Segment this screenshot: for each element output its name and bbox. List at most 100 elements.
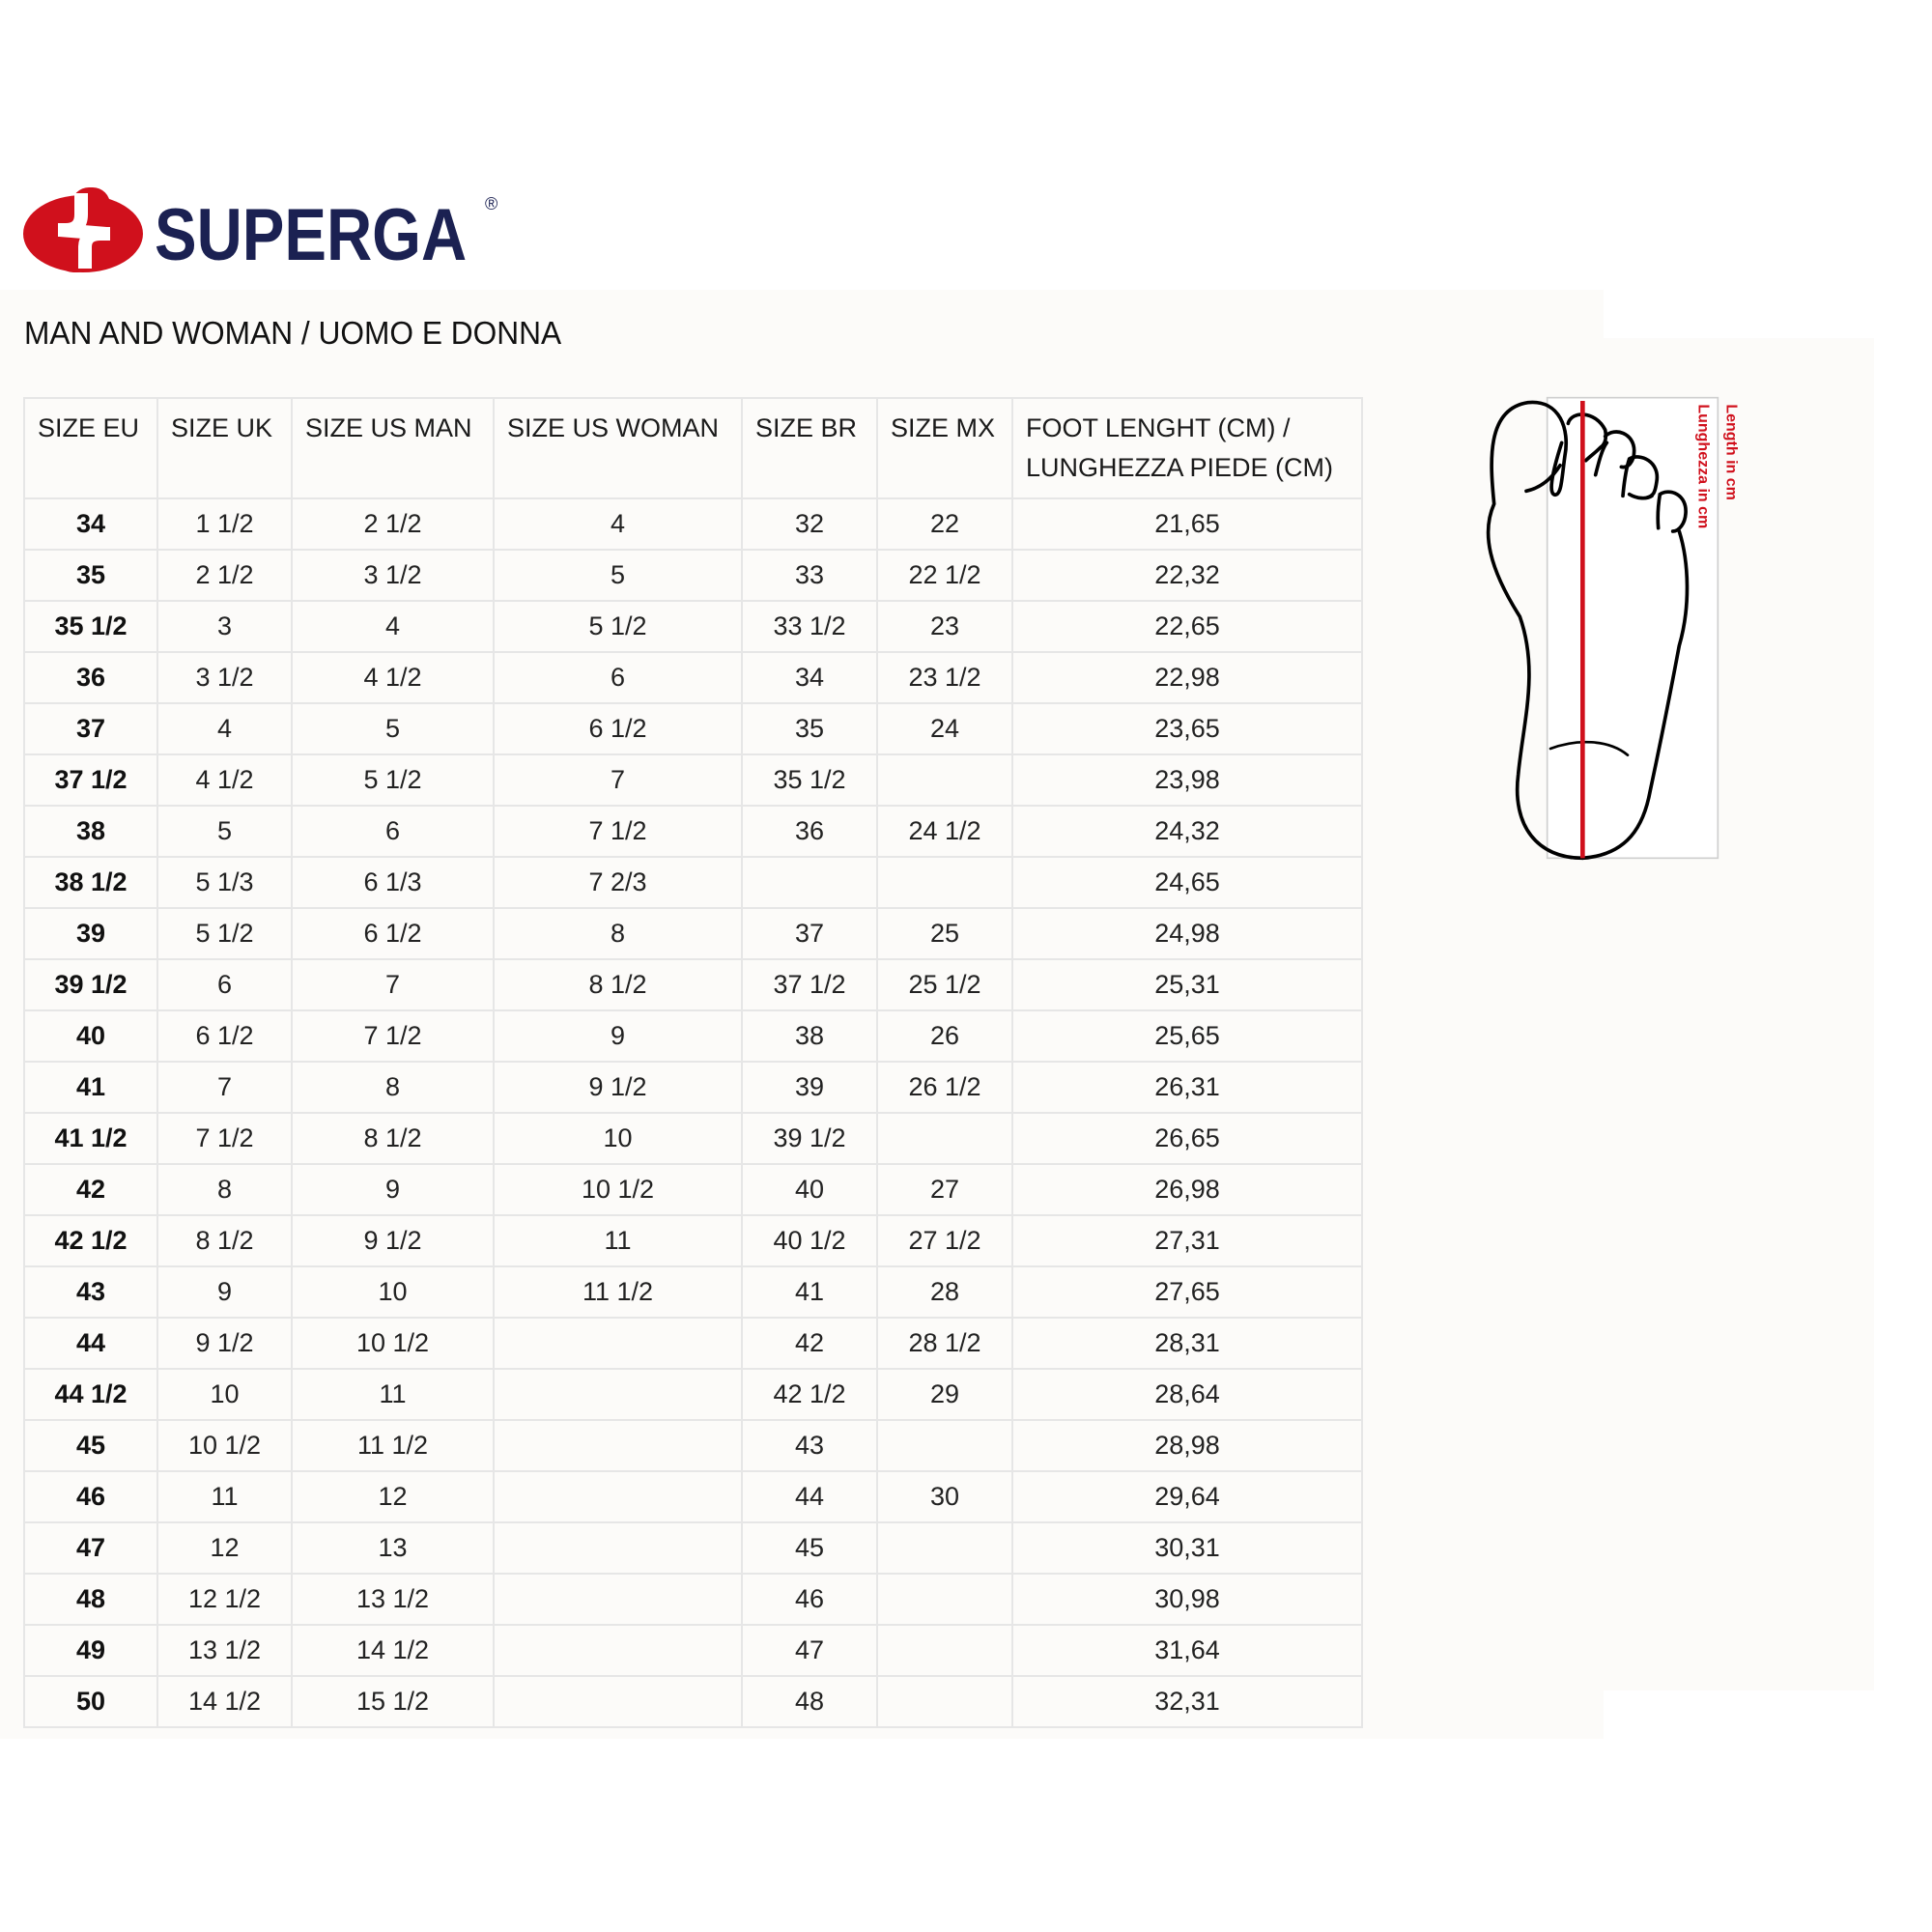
size-us-woman-cell: 7 2/3 <box>493 856 743 909</box>
table-row: 38 5 6 7 1/2 36 24 1/2 24,32 <box>23 805 1363 858</box>
size-us-man-cell: 5 <box>291 702 495 755</box>
size-eu-cell: 43 <box>23 1265 158 1319</box>
foot-length-cell: 31,64 <box>1011 1624 1363 1677</box>
size-br-cell: 46 <box>741 1573 878 1626</box>
size-us-woman-cell <box>493 1521 743 1575</box>
size-mx-cell: 22 1/2 <box>876 549 1013 602</box>
size-br-cell: 40 1/2 <box>741 1214 878 1267</box>
size-mx-cell: 27 1/2 <box>876 1214 1013 1267</box>
table-row: 46 11 12 44 30 29,64 <box>23 1470 1363 1523</box>
size-uk-cell: 10 1/2 <box>156 1419 293 1472</box>
size-mx-cell: 24 1/2 <box>876 805 1013 858</box>
size-br-cell: 39 1/2 <box>741 1112 878 1165</box>
foot-length-cell: 26,65 <box>1011 1112 1363 1165</box>
size-mx-cell: 29 <box>876 1368 1013 1421</box>
size-br-cell: 33 <box>741 549 878 602</box>
size-uk-cell: 8 1/2 <box>156 1214 293 1267</box>
size-eu-cell: 37 <box>23 702 158 755</box>
size-us-man-cell: 10 <box>291 1265 495 1319</box>
table-row: 36 3 1/2 4 1/2 6 34 23 1/2 22,98 <box>23 651 1363 704</box>
size-us-man-cell: 4 <box>291 600 495 653</box>
size-us-man-cell: 14 1/2 <box>291 1624 495 1677</box>
size-mx-cell: 22 <box>876 497 1013 551</box>
size-br-cell: 36 <box>741 805 878 858</box>
foot-length-cell: 23,65 <box>1011 702 1363 755</box>
table-row: 38 1/2 5 1/3 6 1/3 7 2/3 24,65 <box>23 856 1363 909</box>
size-eu-cell: 41 1/2 <box>23 1112 158 1165</box>
size-uk-cell: 10 <box>156 1368 293 1421</box>
size-us-woman-cell: 6 <box>493 651 743 704</box>
size-mx-cell: 28 <box>876 1265 1013 1319</box>
size-mx-cell: 30 <box>876 1470 1013 1523</box>
size-eu-cell: 35 <box>23 549 158 602</box>
foot-length-cell: 30,98 <box>1011 1573 1363 1626</box>
size-us-woman-cell: 5 <box>493 549 743 602</box>
size-us-woman-cell <box>493 1317 743 1370</box>
table-row: 43 9 10 11 1/2 41 28 27,65 <box>23 1265 1363 1319</box>
table-row: 34 1 1/2 2 1/2 4 32 22 21,65 <box>23 497 1363 551</box>
column-header: SIZE UK <box>156 397 293 499</box>
size-eu-cell: 35 1/2 <box>23 600 158 653</box>
table-row: 39 5 1/2 6 1/2 8 37 25 24,98 <box>23 907 1363 960</box>
table-row: 47 12 13 45 30,31 <box>23 1521 1363 1575</box>
size-us-woman-cell <box>493 1368 743 1421</box>
size-eu-cell: 40 <box>23 1009 158 1063</box>
size-uk-cell: 6 <box>156 958 293 1011</box>
size-mx-cell: 25 1/2 <box>876 958 1013 1011</box>
size-us-woman-cell <box>493 1624 743 1677</box>
size-us-man-cell: 7 <box>291 958 495 1011</box>
size-eu-cell: 44 <box>23 1317 158 1370</box>
size-br-cell: 39 <box>741 1061 878 1114</box>
size-us-woman-cell: 8 1/2 <box>493 958 743 1011</box>
table-row: 44 1/2 10 11 42 1/2 29 28,64 <box>23 1368 1363 1421</box>
size-mx-cell: 27 <box>876 1163 1013 1216</box>
table-row: 35 1/2 3 4 5 1/2 33 1/2 23 22,65 <box>23 600 1363 653</box>
foot-length-diagram: Length in cm Lunghezza in cm <box>1486 396 1740 861</box>
size-br-cell: 41 <box>741 1265 878 1319</box>
table-row: 39 1/2 6 7 8 1/2 37 1/2 25 1/2 25,31 <box>23 958 1363 1011</box>
size-uk-cell: 3 <box>156 600 293 653</box>
size-us-woman-cell: 5 1/2 <box>493 600 743 653</box>
size-mx-cell <box>876 753 1013 807</box>
size-eu-cell: 38 1/2 <box>23 856 158 909</box>
size-mx-cell: 24 <box>876 702 1013 755</box>
column-header: SIZE BR <box>741 397 878 499</box>
size-us-man-cell: 12 <box>291 1470 495 1523</box>
size-mx-cell <box>876 1624 1013 1677</box>
foot-length-cell: 26,98 <box>1011 1163 1363 1216</box>
table-row: 41 7 8 9 1/2 39 26 1/2 26,31 <box>23 1061 1363 1114</box>
brand-name: SUPERGA <box>155 194 468 276</box>
length-label-it: Lunghezza in cm <box>1694 404 1711 528</box>
size-mx-cell <box>876 1521 1013 1575</box>
size-br-cell: 35 1/2 <box>741 753 878 807</box>
size-us-woman-cell <box>493 1470 743 1523</box>
size-us-woman-cell: 10 <box>493 1112 743 1165</box>
table-row: 35 2 1/2 3 1/2 5 33 22 1/2 22,32 <box>23 549 1363 602</box>
column-header: SIZE MX <box>876 397 1013 499</box>
size-uk-cell: 5 1/2 <box>156 907 293 960</box>
size-uk-cell: 2 1/2 <box>156 549 293 602</box>
size-mx-cell <box>876 856 1013 909</box>
superga-s-icon <box>23 187 143 272</box>
foot-length-cell: 28,31 <box>1011 1317 1363 1370</box>
size-mx-cell <box>876 1573 1013 1626</box>
size-uk-cell: 3 1/2 <box>156 651 293 704</box>
foot-length-cell: 24,98 <box>1011 907 1363 960</box>
size-us-man-cell: 15 1/2 <box>291 1675 495 1728</box>
column-header: SIZE US MAN <box>291 397 495 499</box>
size-mx-cell <box>876 1419 1013 1472</box>
size-us-woman-cell: 6 1/2 <box>493 702 743 755</box>
size-chart-table: SIZE EU SIZE UK SIZE US MAN SIZE US WOMAN SI… <box>23 397 1363 1728</box>
size-us-man-cell: 8 1/2 <box>291 1112 495 1165</box>
size-uk-cell: 5 <box>156 805 293 858</box>
size-eu-cell: 38 <box>23 805 158 858</box>
size-eu-cell: 48 <box>23 1573 158 1626</box>
size-us-man-cell: 6 1/3 <box>291 856 495 909</box>
table-row: 42 1/2 8 1/2 9 1/2 11 40 1/2 27 1/2 27,31 <box>23 1214 1363 1267</box>
size-us-woman-cell: 9 1/2 <box>493 1061 743 1114</box>
size-uk-cell: 7 1/2 <box>156 1112 293 1165</box>
size-mx-cell: 28 1/2 <box>876 1317 1013 1370</box>
size-us-woman-cell: 10 1/2 <box>493 1163 743 1216</box>
size-br-cell: 42 1/2 <box>741 1368 878 1421</box>
column-header: SIZE EU <box>23 397 158 499</box>
